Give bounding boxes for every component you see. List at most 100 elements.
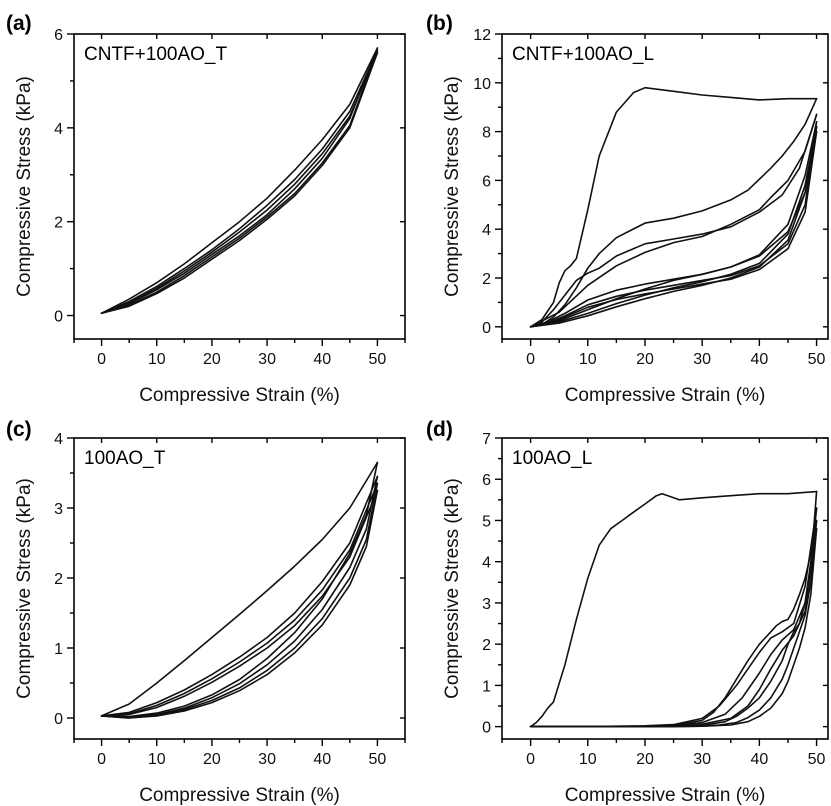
x-tick-label: 10 [579,351,597,368]
y-tick-label: 12 [473,27,491,44]
inset-label: CNTF+100AO_L [512,44,654,65]
inset-label: CNTF+100AO_T [84,44,227,65]
inset-label: 100AO_L [512,448,592,469]
y-tick-label: 5 [482,513,491,530]
plot-frame [501,33,829,340]
series-line-7 [100,489,379,719]
y-tick-label: 7 [482,431,491,448]
y-tick-label: 8 [482,125,491,142]
y-axis-title: Compressive Stress (kPa) [442,478,463,699]
x-tick-label: 50 [369,751,387,768]
series-line-3 [529,113,818,328]
y-tick-label: 4 [54,431,63,448]
y-tick-label: 1 [482,678,491,695]
series-line-5 [529,519,818,728]
x-tick-label: 40 [750,751,768,768]
x-axis-title: Compressive Strain (%) [139,385,340,406]
x-axis-title: Compressive Strain (%) [565,385,766,406]
y-axis-title: Compressive Stress (kPa) [14,478,35,699]
series-line-8 [529,130,818,328]
series-line-7 [529,125,818,328]
y-tick-label: 0 [54,309,63,326]
series-line-3 [100,475,379,719]
chart-panel-3: 0 10 20 30 40 50 0 1 2 3 4 5 6 7 Compressive Strain (%… [426,418,829,806]
x-tick-label: 50 [808,751,826,768]
x-tick-label: 0 [97,751,106,768]
x-axis-title: Compressive Strain (%) [139,785,340,806]
y-tick-label: 0 [54,711,63,728]
y-tick-label: 2 [482,637,491,654]
y-tick-label: 2 [54,215,63,232]
series-line-0 [529,86,818,328]
y-tick-label: 6 [54,27,63,44]
plot-frame [501,437,829,740]
series-line-2 [529,113,818,328]
panel-label: (b) [426,12,453,35]
series-line-0 [100,461,379,717]
y-axis-title: Compressive Stress (kPa) [14,76,35,297]
y-tick-label: 2 [54,571,63,588]
x-tick-label: 0 [526,751,535,768]
x-tick-label: 40 [750,351,768,368]
y-tick-label: 1 [54,641,63,658]
y-tick-label: 4 [482,555,491,572]
x-tick-label: 0 [97,351,106,368]
series-line-5 [100,52,379,314]
series-line-9 [529,130,818,328]
x-tick-label: 10 [148,351,166,368]
series-line-4 [100,482,379,717]
chart-panel-2: 0 10 20 30 40 50 0 1 2 3 4 Compressive Strain (%) Co… [6,418,406,806]
y-tick-label: 6 [482,173,491,190]
x-tick-label: 50 [808,351,826,368]
x-tick-label: 50 [369,351,387,368]
y-tick-label: 3 [482,596,491,613]
x-axis-title: Compressive Strain (%) [565,785,766,806]
x-tick-label: 30 [693,751,711,768]
y-tick-label: 4 [482,222,491,239]
x-tick-label: 20 [636,751,654,768]
y-tick-label: 3 [54,501,63,518]
series-line-1 [529,97,818,328]
series-line-7 [529,527,818,728]
x-tick-label: 30 [258,351,276,368]
series-line-3 [100,49,379,314]
chart-panel-0: 0 10 20 30 40 50 0 2 4 6 Compressive Strain (%) Com… [6,12,406,406]
series-line-4 [100,52,379,314]
series-line-0 [100,47,379,314]
y-tick-label: 4 [54,121,63,138]
x-tick-label: 10 [148,751,166,768]
x-tick-label: 40 [313,351,331,368]
series-line-4 [529,519,818,728]
y-tick-label: 10 [473,76,491,93]
series-line-1 [100,47,379,314]
y-axis-title: Compressive Stress (kPa) [442,76,463,297]
panel-label: (d) [426,418,453,441]
plot-frame [73,437,406,740]
x-tick-label: 10 [579,751,597,768]
x-tick-label: 40 [313,751,331,768]
y-tick-label: 0 [482,720,491,737]
series-line-0 [529,490,818,728]
panel-label: (a) [6,12,32,35]
x-tick-label: 20 [203,351,221,368]
y-tick-label: 6 [482,472,491,489]
inset-label: 100AO_T [84,448,166,469]
series-line-6 [100,489,379,717]
series-line-2 [100,49,379,314]
series-line-4 [529,121,818,328]
series-line-1 [100,461,379,718]
series-line-1 [529,490,818,728]
plot-frame [73,33,406,340]
series-line-2 [100,475,379,717]
chart-panel-1: 0 10 20 30 40 50 0 2 4 6 8 10 12 Compressive Strain (… [426,12,829,406]
x-tick-label: 30 [693,351,711,368]
x-tick-label: 20 [636,351,654,368]
y-tick-label: 2 [482,271,491,288]
panel-label: (c) [6,418,32,441]
series-line-5 [529,121,818,328]
x-tick-label: 20 [203,751,221,768]
x-tick-label: 30 [258,751,276,768]
series-line-6 [529,125,818,328]
x-tick-label: 0 [526,351,535,368]
